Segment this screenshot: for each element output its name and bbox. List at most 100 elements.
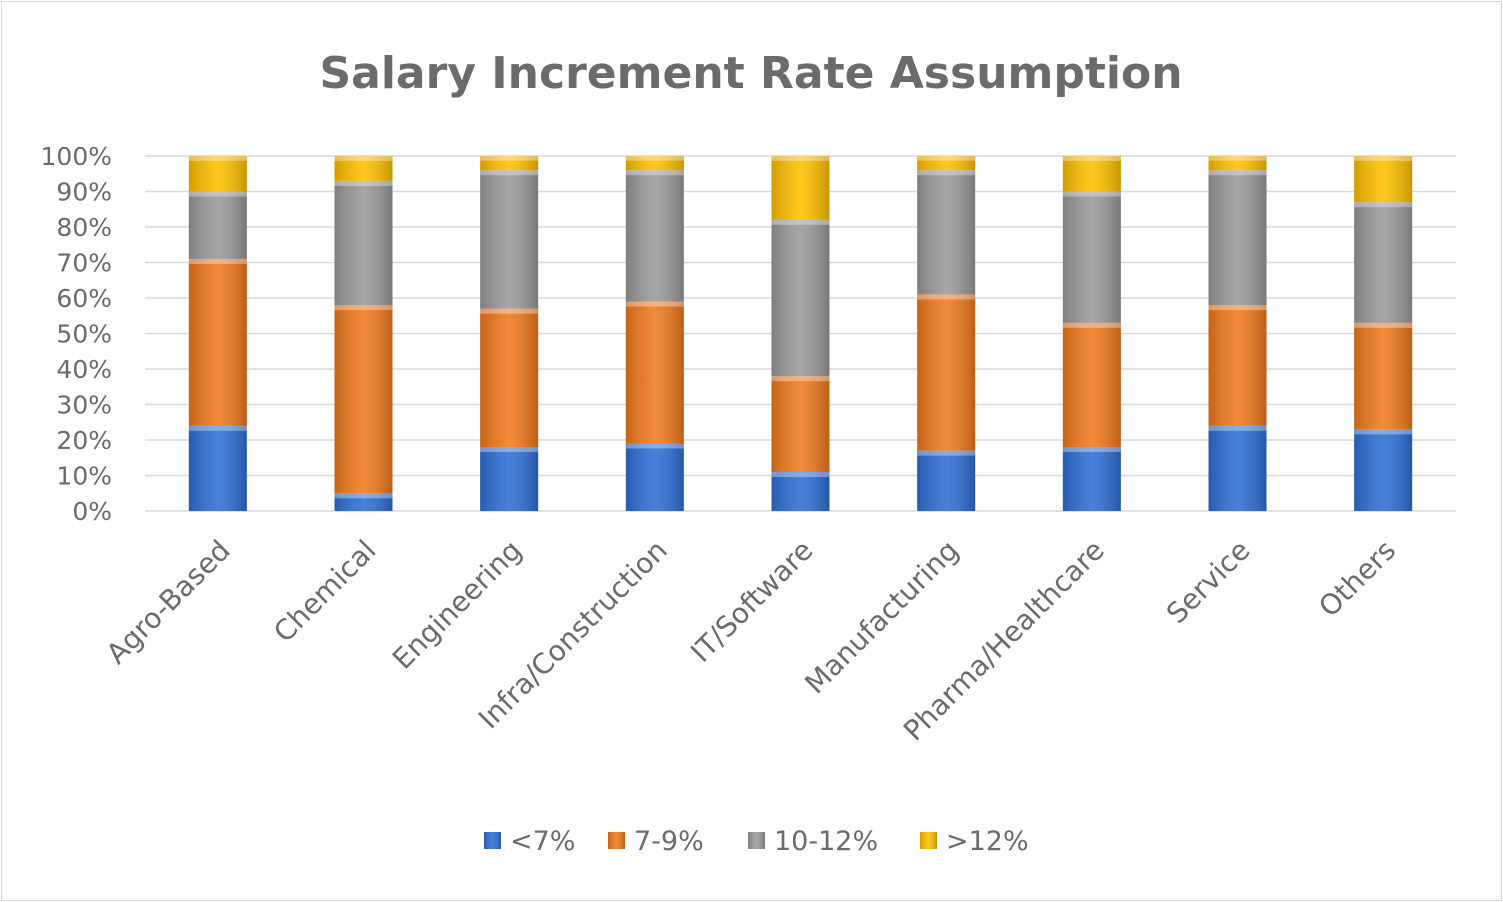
x-tick-label: Service xyxy=(1160,534,1257,631)
bar-segment-bevel xyxy=(1208,425,1267,431)
bar-stack xyxy=(188,156,247,511)
bar-segment-bevel xyxy=(625,443,684,449)
bar-stack xyxy=(334,156,393,511)
legend-item: <7% xyxy=(484,826,575,857)
legend-item: >12% xyxy=(920,826,1029,857)
bar-segment-bevel xyxy=(771,156,830,161)
y-tick-label: 50% xyxy=(56,320,112,349)
bar-segment-bevel xyxy=(188,425,247,431)
bar-segment-bevel xyxy=(625,156,684,161)
bar-segment-shading xyxy=(1062,156,1121,192)
y-tick-label: 40% xyxy=(56,355,112,384)
legend-swatch-shading xyxy=(484,832,501,849)
bar-segment-bevel xyxy=(480,156,539,161)
bar-segment-bevel xyxy=(1208,156,1267,161)
bar-stack xyxy=(1354,156,1413,511)
bar-segment-bevel xyxy=(771,376,830,382)
bar-segment-shading xyxy=(1208,305,1267,426)
chart-title: Salary Increment Rate Assumption xyxy=(319,48,1182,99)
bar-segment-bevel xyxy=(480,170,539,176)
bar-segment-shading xyxy=(188,156,247,192)
legend-item: 7-9% xyxy=(608,826,704,857)
x-axis-ticks: Agro-Based Chemical EngineeringInfra/Const… xyxy=(100,534,1402,748)
bar-segment-shading xyxy=(1062,322,1121,448)
bar-segment-bevel xyxy=(1354,322,1413,328)
bar-segment-bevel xyxy=(1208,170,1267,176)
bar-segment-bevel xyxy=(1062,191,1121,197)
bar-segment-shading xyxy=(480,308,539,448)
bar-stack xyxy=(625,156,684,511)
bar-segment-bevel xyxy=(188,191,247,197)
bar-segment-bevel xyxy=(1062,156,1121,161)
legend: <7% 7-9% 10-12% >12% xyxy=(484,826,1029,857)
y-tick-label: 70% xyxy=(56,249,112,278)
legend-label: 10-12% xyxy=(774,826,878,857)
bar-segment-shading xyxy=(1208,156,1267,171)
bar-segment-shading xyxy=(625,443,684,511)
bar-segment-bevel xyxy=(1354,156,1413,161)
bar-segment-shading xyxy=(480,156,539,171)
bar-segment-bevel xyxy=(188,258,247,264)
bars xyxy=(188,156,1413,511)
bar-segment-bevel xyxy=(1354,429,1413,435)
y-tick-label: 100% xyxy=(41,142,112,171)
bar-segment-shading xyxy=(1208,170,1267,306)
bar-segment-bevel xyxy=(1062,447,1121,453)
bar-segment-shading xyxy=(917,156,976,171)
bar-segment-bevel xyxy=(334,156,393,161)
bar-segment-bevel xyxy=(917,156,976,161)
bar-segment-bevel xyxy=(480,308,539,314)
bar-segment-bevel xyxy=(334,180,393,186)
bar-segment-shading xyxy=(625,156,684,171)
y-axis-ticks: 0% 10% 20% 30% 40% 50% 60% 70% 80% 90% 100% xyxy=(41,142,112,526)
bar-segment-shading xyxy=(188,425,247,511)
bar-segment-shading xyxy=(771,156,830,220)
bar-stack xyxy=(1062,156,1121,511)
bar-segment-shading xyxy=(188,191,247,259)
bar-segment-bevel xyxy=(917,294,976,300)
bar-segment-shading xyxy=(1354,429,1413,511)
x-tick-label: IT/Software xyxy=(684,534,819,669)
bar-segment-shading xyxy=(480,447,539,511)
bar-segment-bevel xyxy=(917,170,976,176)
y-tick-label: 90% xyxy=(56,178,112,207)
bar-segment-shading xyxy=(1062,191,1121,323)
bar-segment-bevel xyxy=(917,450,976,456)
bar-segment-shading xyxy=(480,170,539,309)
bar-segment-shading xyxy=(1354,202,1413,323)
bar-segment-shading xyxy=(334,180,393,306)
bar-segment-shading xyxy=(917,450,976,511)
bar-stack xyxy=(1208,156,1267,511)
x-tick-label: Chemical xyxy=(267,534,382,649)
legend-label: <7% xyxy=(510,826,575,857)
bar-segment-bevel xyxy=(771,219,830,225)
bar-segment-bevel xyxy=(771,471,830,477)
bar-segment-shading xyxy=(917,170,976,295)
bar-segment-bevel xyxy=(334,493,393,499)
legend-item: 10-12% xyxy=(748,826,878,857)
y-tick-label: 0% xyxy=(72,497,112,526)
bar-segment-bevel xyxy=(334,305,393,311)
legend-swatch-shading xyxy=(748,832,765,849)
legend-label: 7-9% xyxy=(634,826,704,857)
bar-segment-shading xyxy=(334,493,393,511)
bar-segment-bevel xyxy=(480,447,539,453)
bar-segment-shading xyxy=(1062,447,1121,511)
x-tick-label: Manufacturing xyxy=(798,534,965,701)
legend-swatch-shading xyxy=(920,832,937,849)
bar-segment-shading xyxy=(625,170,684,302)
bar-segment-shading xyxy=(1354,322,1413,430)
bar-segment-shading xyxy=(771,471,830,511)
y-tick-label: 60% xyxy=(56,284,112,313)
bar-segment-bevel xyxy=(1354,202,1413,208)
bar-segment-bevel xyxy=(1208,305,1267,311)
bar-segment-shading xyxy=(334,156,393,181)
x-tick-label: Engineering xyxy=(386,534,528,676)
bar-segment-bevel xyxy=(625,301,684,307)
x-tick-label: Agro-Based xyxy=(100,534,237,671)
bar-segment-shading xyxy=(1208,425,1267,511)
y-tick-label: 10% xyxy=(56,462,112,491)
bar-segment-bevel xyxy=(188,156,247,161)
bar-segment-shading xyxy=(334,305,393,494)
